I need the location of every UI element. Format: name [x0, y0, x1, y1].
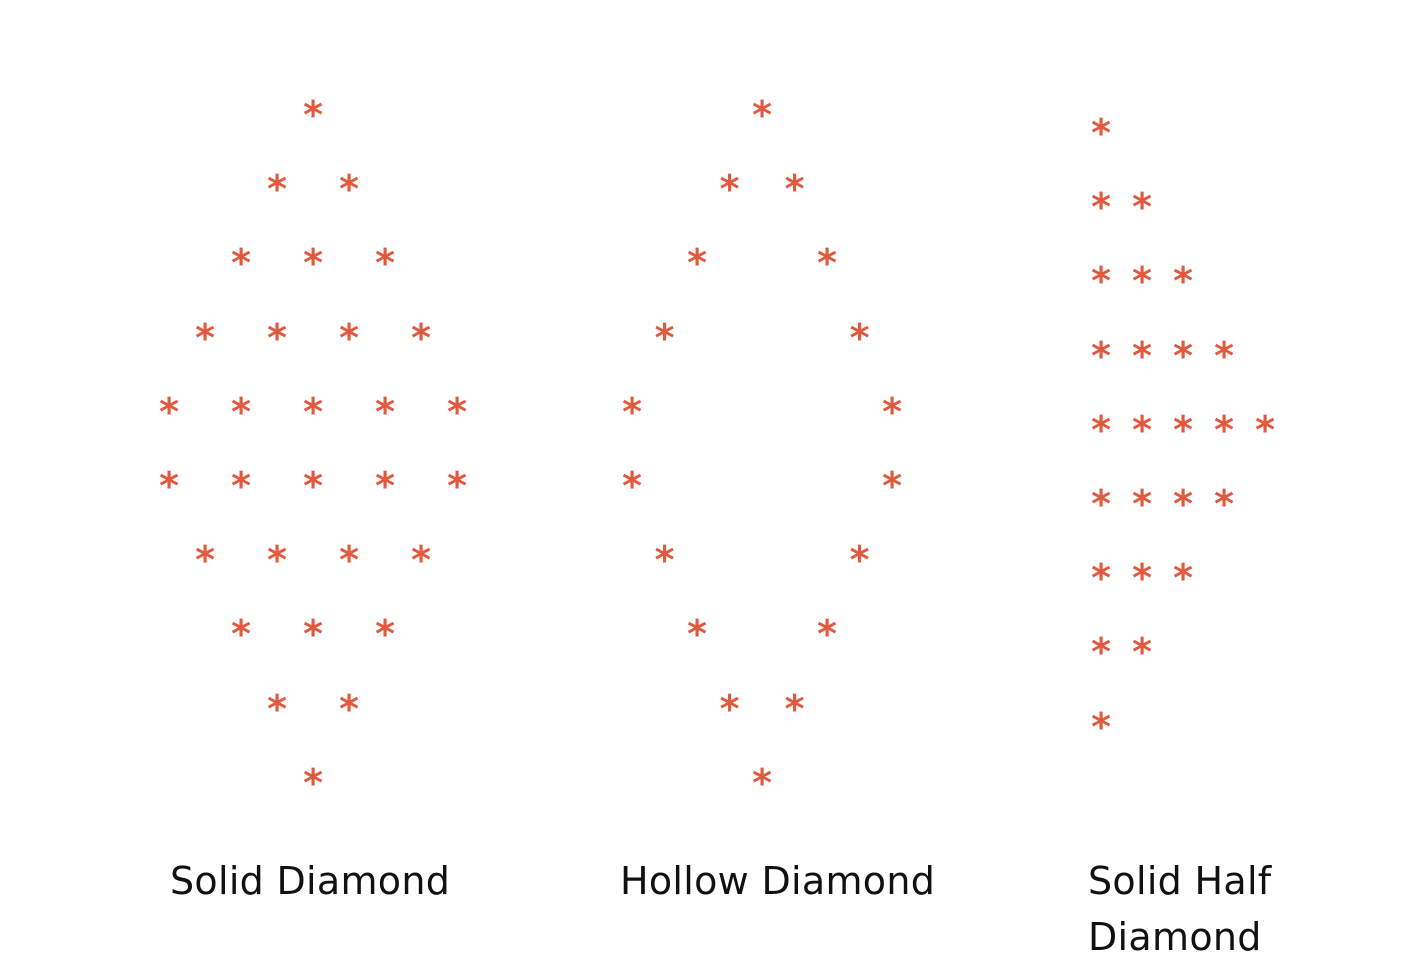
asterisk-mark: *: [849, 538, 870, 583]
asterisk-mark: *: [447, 389, 467, 434]
asterisk-mark: *: [1091, 111, 1111, 155]
asterisk-mark: *: [687, 241, 707, 286]
asterisk-mark: *: [1091, 333, 1111, 378]
asterisk-mark: *: [622, 389, 642, 434]
asterisk-mark: *: [1132, 482, 1152, 526]
asterisk-mark: *: [882, 389, 902, 434]
asterisk-mark: *: [411, 538, 431, 583]
asterisk-mark: *: [1091, 630, 1111, 675]
asterisk-mark: *: [195, 315, 215, 360]
asterisk-mark: *: [1132, 259, 1152, 304]
asterisk-mark: *: [1255, 407, 1275, 452]
asterisk-mark: *: [1091, 482, 1111, 526]
asterisk-mark: *: [303, 464, 323, 508]
asterisk-mark: *: [303, 389, 323, 434]
asterisk-mark: *: [231, 612, 251, 657]
asterisk-mark: *: [1214, 482, 1234, 526]
hollow-diamond-caption: Hollow Diamond: [620, 859, 936, 903]
asterisk-mark: *: [1132, 407, 1152, 452]
asterisk-mark: *: [303, 760, 323, 805]
asterisk-mark: *: [339, 315, 359, 360]
asterisk-mark: *: [1173, 333, 1193, 378]
asterisk-mark: *: [231, 241, 251, 286]
asterisk-mark: *: [1091, 407, 1111, 452]
asterisk-mark: *: [752, 760, 772, 805]
asterisk-mark: *: [882, 464, 902, 508]
asterisk-mark: *: [1132, 333, 1152, 378]
asterisk-mark: *: [719, 167, 740, 212]
solid-half-diamond-caption: Solid Half Diamond: [1088, 859, 1272, 959]
asterisk-mark: *: [1173, 556, 1193, 601]
asterisk-mark: *: [339, 167, 359, 212]
asterisk-mark: *: [849, 315, 870, 360]
asterisk-mark: *: [375, 612, 395, 657]
asterisk-mark: *: [1173, 482, 1193, 526]
asterisk-mark: *: [654, 315, 675, 360]
asterisk-mark: *: [719, 686, 740, 731]
asterisk-mark: *: [1214, 333, 1234, 378]
asterisk-mark: *: [267, 315, 287, 360]
asterisk-mark: *: [654, 538, 675, 583]
asterisk-mark: *: [1132, 185, 1152, 230]
asterisk-mark: *: [622, 464, 642, 508]
asterisk-mark: *: [267, 686, 287, 731]
asterisk-mark: *: [817, 612, 837, 657]
asterisk-mark: *: [1091, 556, 1111, 601]
asterisk-mark: *: [1173, 259, 1193, 304]
asterisk-mark: *: [339, 538, 359, 583]
asterisk-mark: *: [817, 241, 837, 286]
asterisk-mark: *: [231, 464, 251, 508]
asterisk-mark: *: [1091, 185, 1111, 230]
asterisk-mark: *: [267, 538, 287, 583]
asterisk-mark: *: [1091, 704, 1111, 749]
asterisk-mark: *: [195, 538, 215, 583]
asterisk-mark: *: [1173, 407, 1193, 452]
asterisk-mark: *: [1132, 556, 1152, 601]
asterisk-mark: *: [339, 686, 359, 731]
solid-diamond-caption: Solid Diamond: [170, 859, 451, 903]
asterisk-mark: *: [159, 464, 179, 508]
asterisk-mark: *: [375, 241, 395, 286]
asterisk-mark: *: [375, 464, 395, 508]
asterisk-mark: *: [1132, 630, 1152, 675]
asterisk-mark: *: [1214, 407, 1234, 452]
asterisk-mark: *: [784, 686, 805, 731]
asterisk-mark: *: [784, 167, 805, 212]
asterisk-mark: *: [447, 464, 467, 508]
asterisk-mark: *: [231, 389, 251, 434]
asterisk-mark: *: [752, 93, 772, 137]
asterisk-mark: *: [159, 389, 179, 434]
asterisk-mark: *: [303, 612, 323, 657]
asterisk-mark: *: [687, 612, 707, 657]
asterisk-mark: *: [375, 389, 395, 434]
asterisk-mark: *: [267, 167, 287, 212]
asterisk-mark: *: [303, 241, 323, 286]
asterisk-mark: *: [411, 315, 431, 360]
asterisk-mark: *: [303, 93, 323, 137]
asterisk-mark: *: [1091, 259, 1111, 304]
